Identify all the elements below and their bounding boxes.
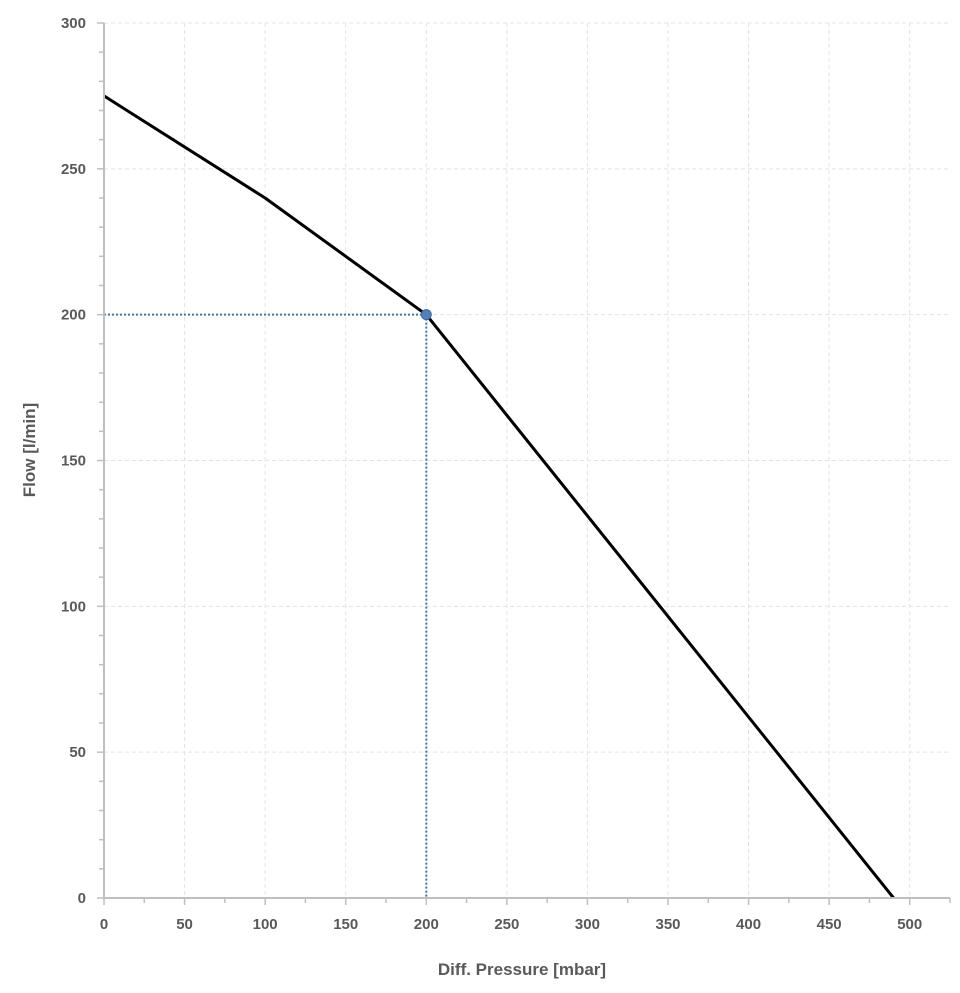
tick-labels: 0 50 100 150 200 250 300 350 400 450 500 0 50 100 150 2…: [61, 15, 922, 933]
y-tick-label: 250: [61, 161, 86, 178]
y-axis-title: Flow [l/min]: [20, 403, 39, 497]
y-tick-label: 300: [61, 15, 86, 32]
series-layer: [103, 94, 895, 899]
x-tick-label: 250: [494, 916, 519, 933]
x-tick-label: 350: [655, 916, 680, 933]
x-tick-label: 300: [575, 916, 600, 933]
y-tick-label: 100: [61, 598, 86, 615]
series-line: [103, 94, 895, 899]
x-tick-label: 50: [176, 916, 193, 933]
x-axis-title: Diff. Pressure [mbar]: [438, 960, 606, 979]
x-tick-label: 0: [100, 916, 108, 933]
y-tick-label: 0: [78, 890, 86, 907]
operating-point-guides: [104, 313, 428, 898]
axes: [97, 22, 951, 905]
x-tick-label: 400: [736, 916, 761, 933]
x-tick-label: 150: [333, 916, 358, 933]
y-tick-label: 150: [61, 453, 86, 470]
x-tick-label: 100: [253, 916, 278, 933]
x-tick-label: 500: [897, 916, 922, 933]
x-tick-label: 450: [817, 916, 842, 933]
y-tick-label: 200: [61, 307, 86, 324]
x-tick-label: 200: [414, 916, 439, 933]
gridlines: [104, 22, 950, 898]
y-tick-label: 50: [69, 744, 86, 761]
operating-point-marker: [420, 309, 432, 321]
